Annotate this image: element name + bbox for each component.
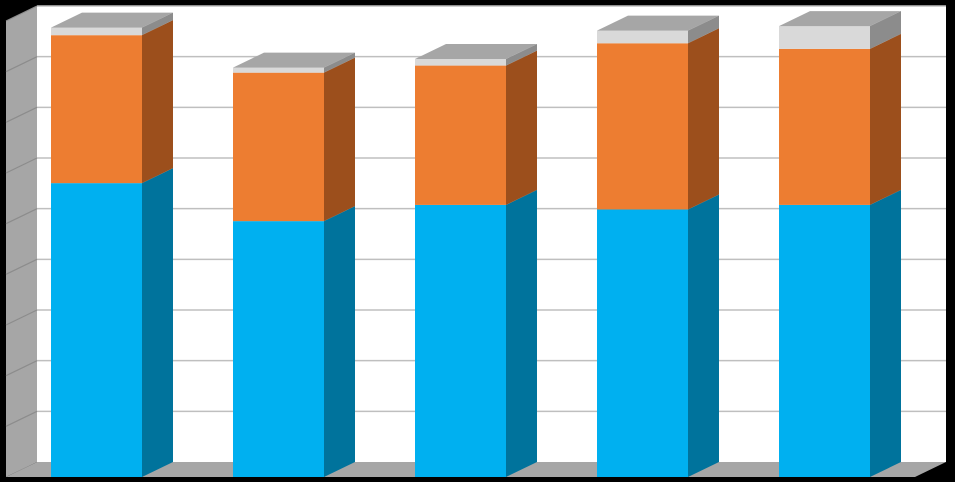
bar-3-segment-1 — [597, 43, 688, 210]
side-gridline — [5, 360, 38, 377]
bar-side-2-2 — [506, 44, 537, 66]
bar-0-segment-0 — [51, 183, 142, 477]
bar-side-2-0 — [506, 189, 537, 478]
bar-3-segment-2 — [597, 30, 688, 44]
bar-side-0-2 — [142, 12, 173, 36]
side-gridline — [5, 106, 38, 123]
side-gridline — [5, 157, 38, 174]
bar-0-segment-2 — [51, 27, 142, 36]
bar-1-segment-0 — [233, 221, 324, 477]
bar-side-1-0 — [324, 206, 355, 477]
bar-4-segment-2 — [779, 26, 870, 49]
bar-2-segment-0 — [415, 204, 506, 478]
bar-4-segment-0 — [779, 204, 870, 478]
bar-side-0-0 — [142, 168, 173, 477]
bar-top-0 — [51, 12, 173, 28]
side-gridline — [5, 5, 38, 22]
bar-side-4-0 — [870, 189, 901, 478]
bar-side-4-1 — [870, 33, 901, 205]
bar-0-segment-1 — [51, 35, 142, 184]
bar-top-1 — [233, 52, 355, 68]
bar-3-segment-0 — [597, 209, 688, 478]
bar-2-segment-2 — [415, 59, 506, 66]
side-gridline — [5, 56, 38, 73]
bar-side-3-1 — [688, 28, 719, 210]
bar-side-0-1 — [142, 20, 173, 184]
bar-1-segment-2 — [233, 67, 324, 73]
bar-side-1-2 — [324, 52, 355, 73]
bar-top-4 — [779, 11, 901, 27]
bar-side-4-2 — [870, 11, 901, 49]
bar-side-3-0 — [688, 194, 719, 478]
side-gridline — [5, 258, 38, 275]
side-gridline — [5, 309, 38, 326]
bar-4-segment-1 — [779, 48, 870, 205]
bar-2-segment-1 — [415, 65, 506, 205]
bar-top-2 — [415, 44, 537, 59]
plot-side-wall — [6, 6, 37, 477]
bar-1-segment-1 — [233, 72, 324, 222]
side-gridline — [5, 410, 38, 427]
bar-side-3-2 — [688, 15, 719, 44]
bar-side-2-1 — [506, 50, 537, 205]
side-gridline — [5, 208, 38, 225]
bar-side-1-1 — [324, 57, 355, 222]
bar-top-3 — [597, 15, 719, 31]
